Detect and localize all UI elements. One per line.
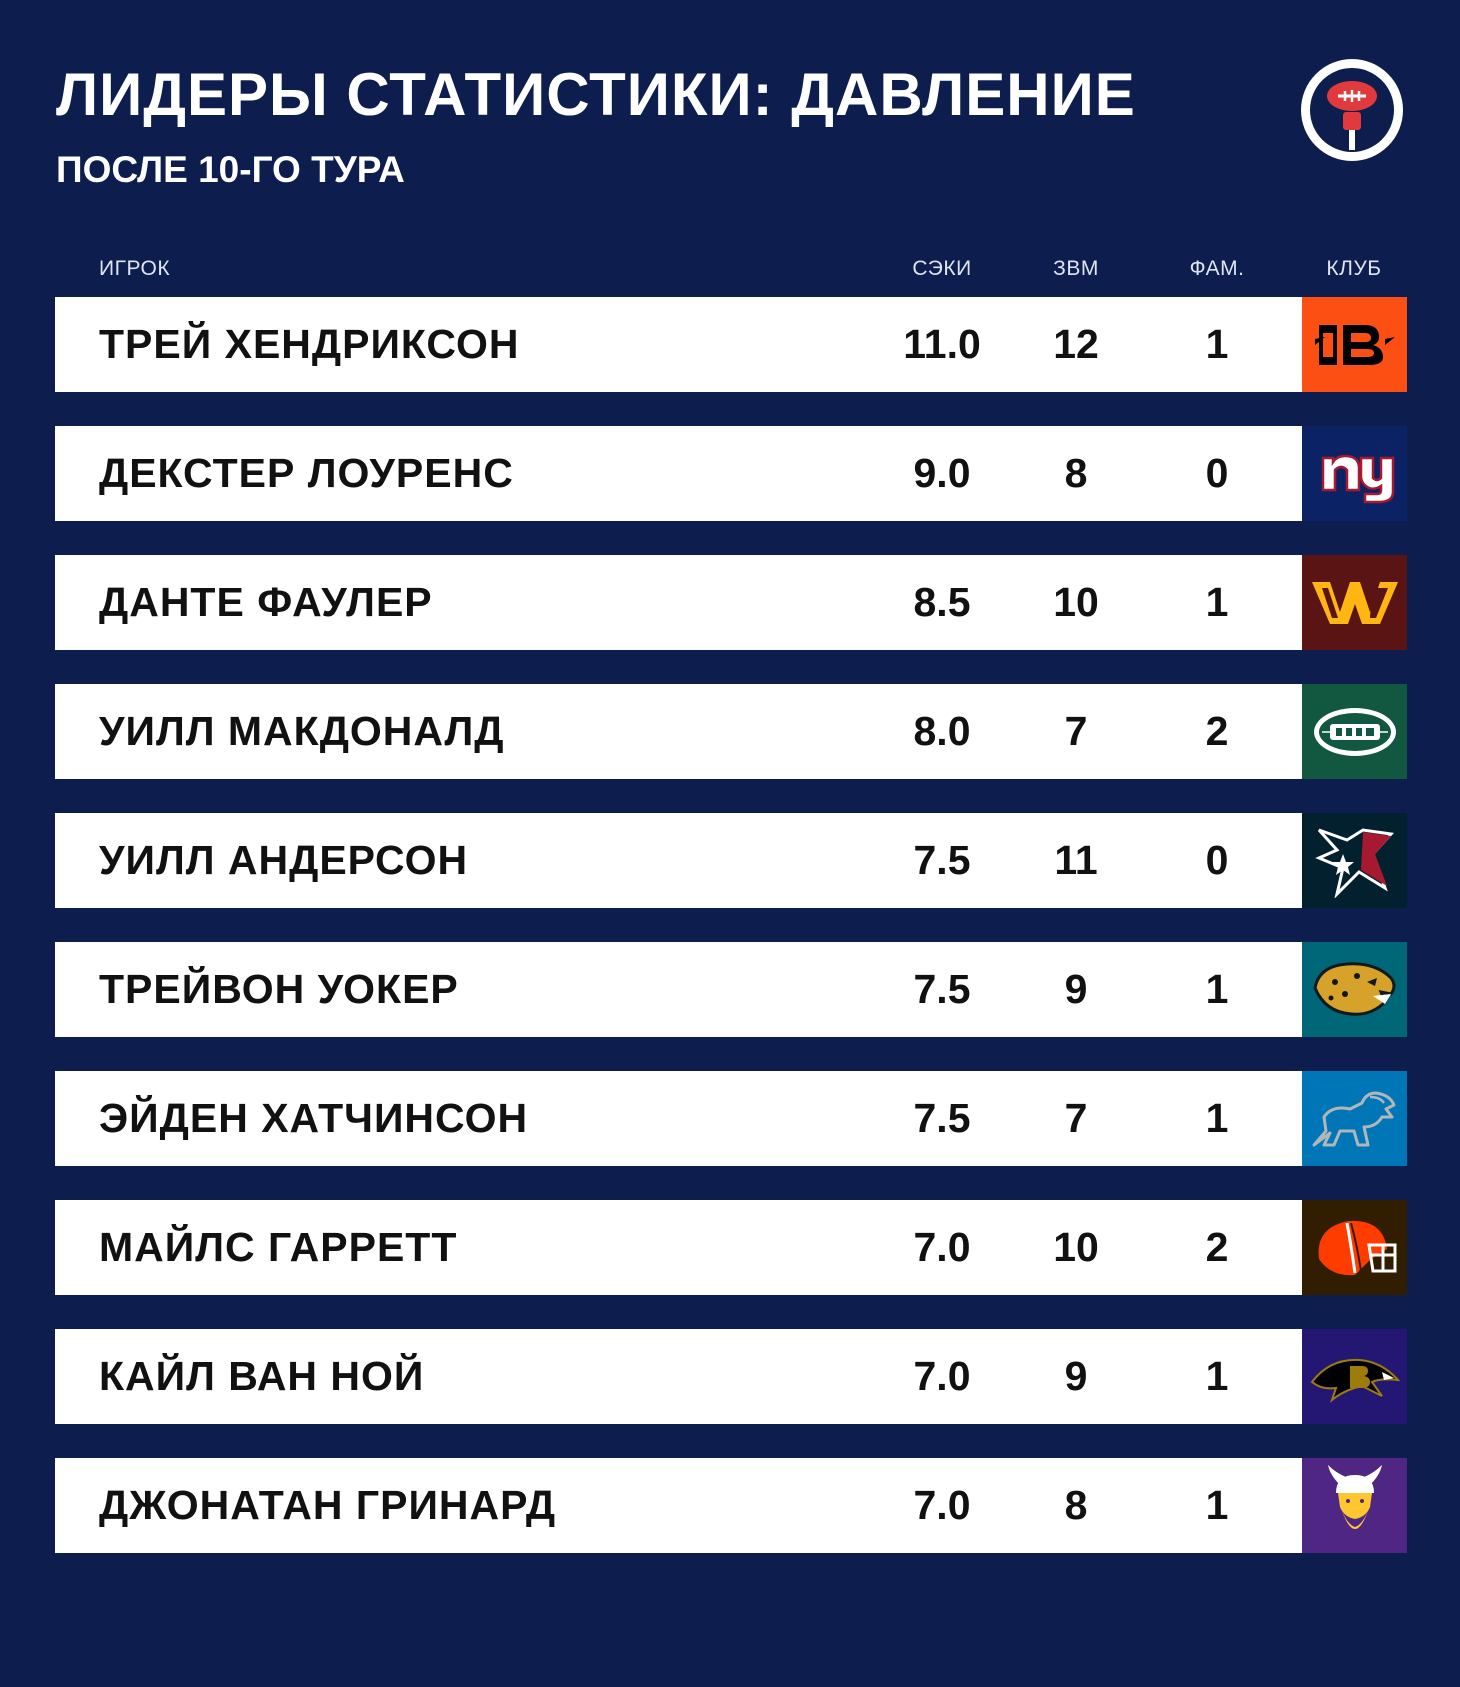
player-name: УИЛЛ АНДЕРСОН bbox=[99, 837, 469, 883]
table-row: МАЙЛС ГАРРЕТТ 7.0 10 2 bbox=[55, 1200, 1407, 1295]
page-title: ЛИДЕРЫ СТАТИСТИКИ: ДАВЛЕНИЕ bbox=[56, 61, 1136, 128]
vikings-logo-icon bbox=[1302, 1458, 1407, 1553]
qb-hits-value: 9 bbox=[1064, 1353, 1088, 1399]
player-name: ТРЕЙ ХЕНДРИКСОН bbox=[99, 321, 520, 367]
fumbles-value: 1 bbox=[1205, 1095, 1229, 1141]
fumbles-value: 2 bbox=[1205, 1224, 1229, 1270]
qb-hits-value: 12 bbox=[1053, 321, 1099, 367]
fumbles-value: 1 bbox=[1205, 1353, 1229, 1399]
qb-hits-value: 11 bbox=[1054, 837, 1098, 883]
player-name: ДАНТЕ ФАУЛЕР bbox=[99, 579, 433, 625]
table-row: УИЛЛ МАКДОНАЛД 8.0 7 2 bbox=[55, 684, 1407, 779]
fumbles-value: 1 bbox=[1205, 579, 1229, 625]
qb-hits-value: 10 bbox=[1053, 579, 1099, 625]
sacks-value: 8.5 bbox=[913, 579, 971, 625]
brand-logo-icon bbox=[1296, 54, 1408, 166]
qb-hits-value: 7 bbox=[1064, 708, 1088, 754]
fumbles-value: 0 bbox=[1205, 837, 1229, 883]
jaguars-logo-icon bbox=[1302, 942, 1407, 1037]
texans-logo-icon bbox=[1302, 813, 1407, 908]
sacks-value: 7.0 bbox=[913, 1224, 971, 1270]
browns-logo-icon bbox=[1302, 1200, 1407, 1295]
table-row: ДЖОНАТАН ГРИНАРД 7.0 8 1 bbox=[55, 1458, 1407, 1553]
column-header-club: КЛУБ bbox=[1326, 257, 1382, 280]
sacks-value: 11.0 bbox=[903, 321, 981, 367]
sacks-value: 7.5 bbox=[913, 1095, 971, 1141]
fumbles-value: 1 bbox=[1205, 1482, 1229, 1528]
qb-hits-value: 8 bbox=[1064, 450, 1088, 496]
sacks-value: 8.0 bbox=[913, 708, 971, 754]
page-subtitle: ПОСЛЕ 10-ГО ТУРА bbox=[56, 149, 405, 190]
player-name: МАЙЛС ГАРРЕТТ bbox=[99, 1224, 458, 1270]
sacks-value: 7.0 bbox=[913, 1353, 971, 1399]
player-name: ЭЙДЕН ХАТЧИНСОН bbox=[99, 1095, 529, 1141]
player-name: УИЛЛ МАКДОНАЛД bbox=[99, 708, 505, 754]
table-row: КАЙЛ ВАН НОЙ 7.0 9 1 bbox=[55, 1329, 1407, 1424]
qb-hits-value: 10 bbox=[1053, 1224, 1099, 1270]
player-name: ДЖОНАТАН ГРИНАРД bbox=[99, 1482, 557, 1528]
table-row: ДАНТЕ ФАУЛЕР 8.5 10 1 bbox=[55, 555, 1407, 650]
jets-logo-icon bbox=[1302, 684, 1407, 779]
table-row: ДЕКСТЕР ЛОУРЕНС 9.0 8 0 bbox=[55, 426, 1407, 521]
player-name: КАЙЛ ВАН НОЙ bbox=[99, 1353, 425, 1399]
table-row: ТРЕЙВОН УОКЕР 7.5 9 1 bbox=[55, 942, 1407, 1037]
column-header-qb-hits: ЗВМ bbox=[1053, 257, 1099, 280]
commanders-logo-icon bbox=[1302, 555, 1407, 650]
qb-hits-value: 8 bbox=[1064, 1482, 1088, 1528]
table-row: ЭЙДЕН ХАТЧИНСОН 7.5 7 1 bbox=[55, 1071, 1407, 1166]
table-header: ИГРОК СЭКИ ЗВМ ФАМ. КЛУБ bbox=[0, 254, 1460, 284]
sacks-value: 7.0 bbox=[913, 1482, 971, 1528]
sacks-value: 7.5 bbox=[913, 837, 971, 883]
player-name: ТРЕЙВОН УОКЕР bbox=[99, 966, 459, 1012]
bengals-logo-icon bbox=[1302, 297, 1407, 392]
lions-logo-icon bbox=[1302, 1071, 1407, 1166]
qb-hits-value: 7 bbox=[1064, 1095, 1088, 1141]
fumbles-value: 1 bbox=[1205, 966, 1229, 1012]
ravens-logo-icon bbox=[1302, 1329, 1407, 1424]
table-row: ТРЕЙ ХЕНДРИКСОН 11.0 12 1 bbox=[55, 297, 1407, 392]
fumbles-value: 0 bbox=[1205, 450, 1229, 496]
table-row: УИЛЛ АНДЕРСОН 7.5 11 0 bbox=[55, 813, 1407, 908]
player-name: ДЕКСТЕР ЛОУРЕНС bbox=[99, 450, 514, 496]
fumbles-value: 1 bbox=[1205, 321, 1229, 367]
column-header-sacks: СЭКИ bbox=[912, 257, 972, 280]
giants-logo-icon bbox=[1302, 426, 1407, 521]
fumbles-value: 2 bbox=[1205, 708, 1229, 754]
sacks-value: 7.5 bbox=[913, 966, 971, 1012]
sacks-value: 9.0 bbox=[913, 450, 971, 496]
qb-hits-value: 9 bbox=[1064, 966, 1088, 1012]
column-header-player: ИГРОК bbox=[99, 257, 171, 280]
column-header-fumbles: ФАМ. bbox=[1189, 257, 1245, 280]
